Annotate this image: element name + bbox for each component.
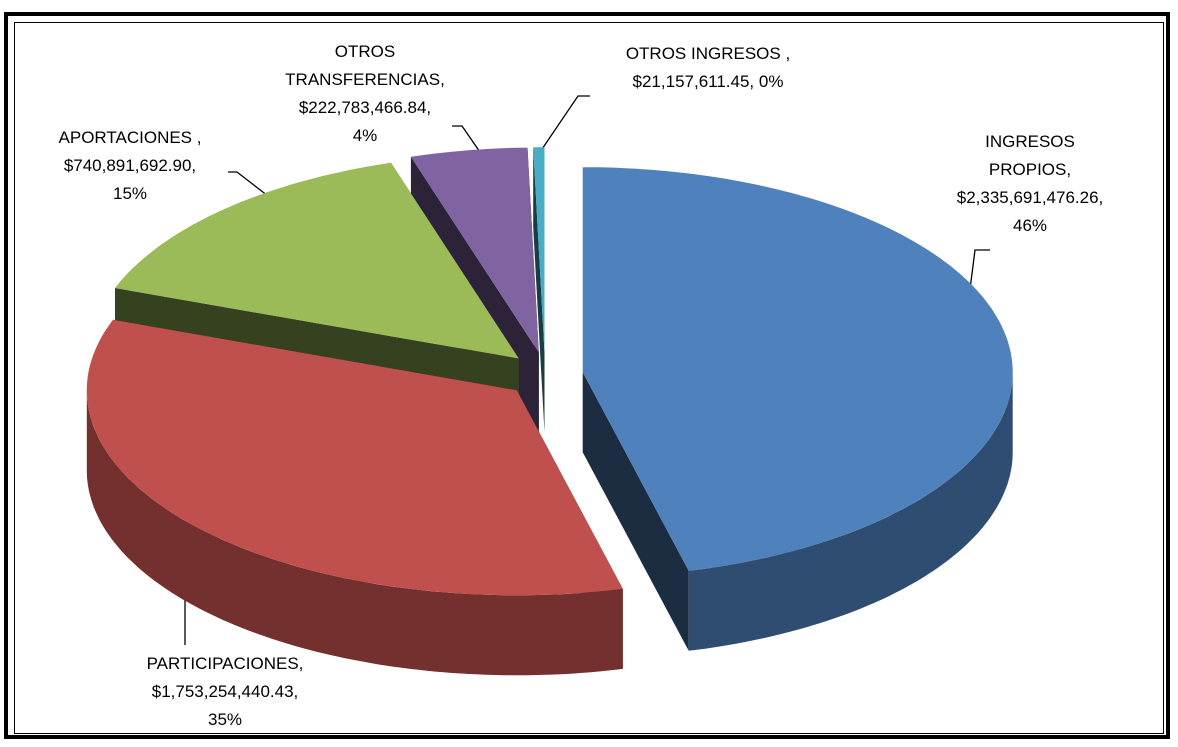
value-label: $222,783,466.84, xyxy=(298,98,432,117)
slice xyxy=(115,162,519,359)
value-label: $2,335,691,476.26, xyxy=(956,188,1104,207)
slice xyxy=(582,167,1013,571)
slice xyxy=(86,319,623,596)
value-label: $21,157,611.45, xyxy=(632,72,755,91)
leader-line xyxy=(452,125,483,156)
percent-label: 0% xyxy=(758,72,784,91)
category-label: OTROS INGRESOS , xyxy=(625,44,791,63)
slice-side xyxy=(582,372,689,651)
category-label: APORTACIONES , xyxy=(58,128,202,147)
slice xyxy=(533,147,545,353)
percent-label: 35% xyxy=(207,710,243,729)
data-label: OTROS INGRESOS , $21,157,611.45, 0% xyxy=(626,40,790,96)
slice-wall xyxy=(688,372,1013,651)
percent-label: 4% xyxy=(352,126,378,145)
data-label: PARTICIPACIONES, $1,753,254,440.43, 35% xyxy=(147,650,304,734)
chart-frame xyxy=(4,12,1170,739)
value-label: $1,753,254,440.43, xyxy=(151,682,299,701)
slice-side xyxy=(533,147,545,433)
percent-label: 15% xyxy=(112,184,148,203)
data-label: INGRESOS PROPIOS, $2,335,691,476.26, 46% xyxy=(957,128,1104,240)
leader-line xyxy=(228,171,269,197)
leader-line xyxy=(537,95,590,156)
data-label: OTROS TRANSFERENCIAS, $222,783,466.84, 4% xyxy=(285,38,445,150)
category-label: INGRESOS PROPIOS, xyxy=(985,132,1075,179)
value-label: $740,891,692.90, xyxy=(63,156,197,175)
percent-label: 46% xyxy=(1012,216,1048,235)
slice-wall xyxy=(86,390,623,676)
plot-frame xyxy=(14,22,1164,734)
slice xyxy=(410,147,539,353)
category-label: PARTICIPACIONES, xyxy=(146,654,304,673)
category-label: OTROS TRANSFERENCIAS, xyxy=(285,42,445,89)
data-label: APORTACIONES , $740,891,692.90, 15% xyxy=(59,124,202,208)
